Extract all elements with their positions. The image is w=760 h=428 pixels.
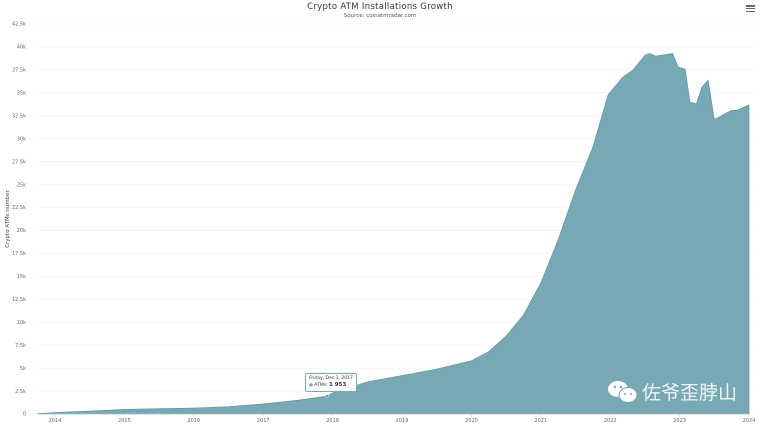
y-tick-label: 12.5k xyxy=(12,297,26,303)
y-tick-label: 25k xyxy=(17,182,26,188)
y-tick-label: 2.5k xyxy=(15,389,26,395)
x-tick-label: 2019 xyxy=(396,418,409,424)
y-tick-label: 30k xyxy=(17,136,26,142)
x-tick-label: 2016 xyxy=(187,418,200,424)
y-tick-label: 15k xyxy=(17,274,26,280)
y-tick-label: 37.5k xyxy=(12,68,26,74)
watermark-text: 佐爷歪脖山 xyxy=(642,382,738,404)
x-tick-label: 2014 xyxy=(49,418,62,424)
y-tick-label: 32.5k xyxy=(12,113,26,119)
x-tick-label: 2015 xyxy=(118,418,131,424)
x-tick-label: 2024 xyxy=(743,418,756,424)
tooltip-date: Friday, Dec 1, 2017 xyxy=(309,376,353,381)
tooltip-value: 1 953 xyxy=(329,382,347,388)
hamburger-icon[interactable] xyxy=(746,4,755,13)
y-tick-label: 35k xyxy=(17,91,26,97)
y-tick-label: 5k xyxy=(20,366,26,372)
x-tick-label: 2018 xyxy=(326,418,339,424)
x-tick-label: 2017 xyxy=(257,418,270,424)
x-tick-label: 2023 xyxy=(673,418,686,424)
y-tick-label: 7.5k xyxy=(15,343,26,349)
x-tick-label: 2021 xyxy=(534,418,547,424)
chart-title: Crypto ATM Installations Growth xyxy=(307,2,453,12)
chart-subtitle: Source: coinatmradar.com xyxy=(343,13,417,19)
y-tick-label: 22.5k xyxy=(12,205,26,211)
y-tick-label: 42.5k xyxy=(12,22,26,28)
y-axis-label: Crypto ATMs number xyxy=(5,189,11,247)
area-series xyxy=(37,53,750,415)
tooltip-series: ATMs: xyxy=(314,383,328,388)
x-tick-label: 2022 xyxy=(604,418,617,424)
x-tick-label: 2020 xyxy=(465,418,478,424)
y-tick-label: 40k xyxy=(17,45,26,51)
tooltip: Friday, Dec 1, 2017 ● ATMs: 1 953 xyxy=(305,373,357,392)
y-tick-label: 27.5k xyxy=(12,159,26,165)
y-tick-label: 17.5k xyxy=(12,251,26,257)
y-tick-label: 0 xyxy=(23,412,26,418)
y-tick-label: 10k xyxy=(17,320,26,326)
wechat-icon xyxy=(608,380,638,403)
hover-point xyxy=(325,394,329,398)
watermark: 佐爷歪脖山 xyxy=(607,378,737,405)
y-tick-label: 20k xyxy=(17,228,26,234)
